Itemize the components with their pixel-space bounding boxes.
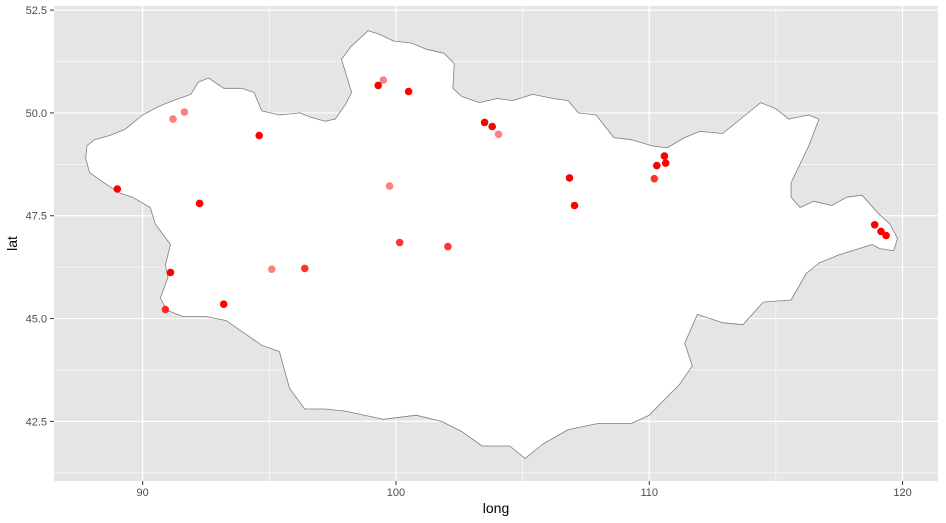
y-axis-title: lat [4,236,20,251]
data-point [660,152,669,160]
data-point [444,242,452,251]
data-point [395,238,404,247]
data-point [877,227,885,236]
data-point [650,174,659,183]
data-point [301,264,309,273]
y-tick-label: 45.0 [26,314,47,326]
data-point [404,87,413,96]
mongolia-region-outline [85,30,898,459]
data-point [169,115,177,123]
data-point [653,161,661,170]
data-point [379,76,388,84]
y-tick-label: 50.0 [26,108,47,120]
x-tick-label: 120 [893,487,911,499]
data-point [113,185,122,193]
y-axis: 42.5 45.0 47.5 50.0 52.5 [26,5,54,428]
x-axis-title: long [483,500,509,516]
y-tick-label: 47.5 [26,211,47,223]
data-point [255,131,263,140]
data-point [570,201,579,210]
data-point [882,231,890,240]
y-tick-label: 52.5 [26,5,47,17]
data-point [268,265,276,274]
x-tick-label: 110 [640,487,658,499]
data-point [565,174,574,182]
data-point [488,122,497,131]
data-point [661,159,670,167]
data-point [166,268,175,277]
x-axis: 90 100 110 120 [137,481,912,499]
x-tick-label: 90 [137,487,149,499]
point-layer [113,76,890,314]
data-point [161,305,170,314]
data-point [180,108,189,116]
data-point [494,130,503,139]
data-point [195,199,204,208]
data-point [219,300,228,309]
y-tick-label: 42.5 [26,416,47,428]
data-point [870,221,879,229]
x-tick-label: 100 [387,487,405,499]
data-point [385,182,394,190]
data-point [480,118,489,127]
data-point [374,81,383,90]
